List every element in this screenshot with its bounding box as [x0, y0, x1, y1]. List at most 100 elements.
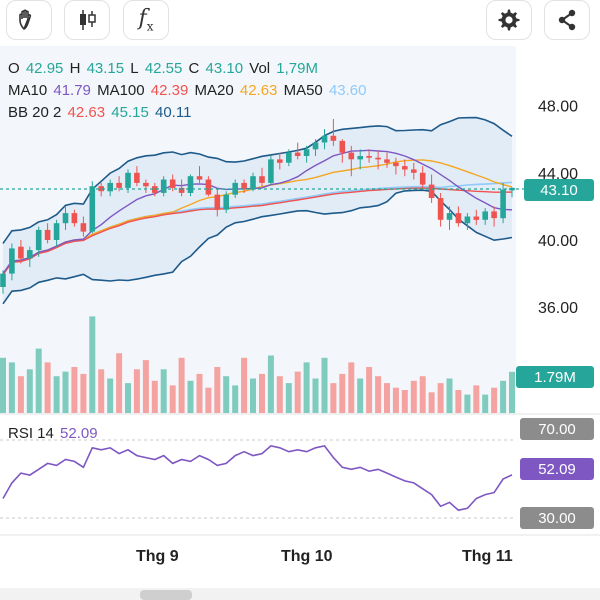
close-label: C	[188, 60, 200, 77]
volume-bar	[500, 380, 507, 413]
volume-bar	[133, 369, 140, 413]
rsi-upper-tag: 70.00	[520, 418, 594, 440]
ma10-line	[2, 149, 513, 275]
timeline-scroll-thumb[interactable]	[140, 590, 192, 600]
candle-body	[303, 149, 310, 156]
volume-bar	[250, 378, 256, 413]
chart-type-button[interactable]	[64, 0, 110, 40]
volume-bar	[35, 348, 42, 413]
ma50-value: 43.60	[328, 82, 367, 99]
price-tick: 36.00	[538, 300, 578, 317]
volume-bar	[178, 357, 185, 413]
candle-body	[375, 157, 381, 160]
rsi-line	[2, 445, 513, 512]
close-value: 43.10	[205, 60, 244, 77]
volume-bar	[17, 376, 24, 413]
volume-bar	[98, 369, 105, 413]
candle-body	[196, 176, 203, 180]
draw-tool-button[interactable]	[6, 0, 52, 40]
ma20-value: 42.63	[239, 82, 278, 99]
volume-bar	[8, 362, 15, 413]
candle-body	[89, 186, 96, 232]
candle-body	[143, 182, 149, 187]
ma100-line	[2, 187, 513, 276]
volume-bar	[339, 373, 346, 413]
volume-bar	[71, 367, 78, 413]
volume-bar	[241, 357, 248, 413]
volume-bar	[482, 394, 489, 413]
share-button[interactable]	[544, 0, 590, 40]
candle-body	[44, 229, 51, 240]
volume-bar	[26, 369, 33, 413]
candle-body	[393, 162, 399, 167]
volume-bar	[53, 376, 60, 413]
candle-body	[277, 159, 283, 163]
volume-bar	[464, 394, 471, 413]
volume-bar	[303, 362, 310, 413]
volume-bar	[142, 360, 149, 413]
ma10-value: 41.79	[53, 82, 91, 99]
candle-body	[286, 152, 292, 163]
timeline-scrollbar[interactable]	[0, 588, 600, 600]
candlesticks	[0, 119, 515, 294]
bollinger-mid-value: 42.63	[67, 104, 106, 121]
volume-bar	[375, 376, 382, 413]
candle-body	[53, 223, 60, 240]
volume-bar	[62, 371, 69, 413]
bollinger-legend: BB 20 2 42.63 45.15 40.11	[8, 104, 193, 121]
candle-body	[18, 246, 24, 259]
candle-body	[107, 182, 113, 192]
candle-body	[259, 176, 265, 183]
candle-body	[428, 184, 435, 198]
candlestick-icon	[80, 10, 96, 30]
rsi-value-tag: 52.09	[520, 458, 594, 480]
candle-body	[402, 166, 408, 170]
candle-body	[294, 152, 301, 156]
volume-bar	[116, 353, 123, 413]
candle-body	[27, 250, 33, 259]
candle-body	[71, 213, 78, 224]
volume-bar	[446, 378, 453, 413]
ma10-label: MA10	[8, 82, 48, 99]
candle-body	[500, 189, 506, 219]
volume-bar	[491, 387, 498, 413]
candle-body	[62, 213, 69, 224]
x-tick-label: Thg 10	[281, 548, 333, 565]
rsi-lower-tag: 30.00	[520, 507, 594, 529]
candle-body	[214, 194, 221, 210]
volume-bar	[267, 355, 274, 413]
volume-bar	[455, 390, 462, 413]
volume-bar	[401, 390, 408, 413]
volume-bar	[125, 383, 131, 413]
price-chart[interactable]: 48.00 44.00 40.00 36.00	[0, 46, 600, 588]
candle-body	[419, 172, 426, 185]
volume-bar	[437, 383, 444, 413]
volume-bar	[276, 376, 283, 413]
volume-bar	[384, 383, 390, 413]
price-tick: 40.00	[538, 233, 578, 250]
candle-body	[330, 135, 337, 141]
volume-bar	[107, 378, 114, 413]
volume-bar	[223, 376, 230, 413]
candle-body	[384, 159, 390, 163]
candle-body	[178, 187, 185, 193]
price-tick: 48.00	[538, 99, 578, 116]
last-price-tag: 43.10	[524, 179, 594, 201]
volume-bar	[0, 357, 6, 413]
ma-legend: MA10 41.79 MA100 42.39 MA20 42.63 MA50 4…	[8, 82, 368, 99]
volume-bar	[259, 373, 265, 413]
candle-body	[473, 216, 480, 220]
candle-body	[9, 248, 15, 274]
candle-body	[250, 176, 256, 190]
candle-body	[321, 135, 328, 143]
indicator-button[interactable]: fx	[123, 0, 169, 40]
volume-bar	[392, 387, 399, 413]
rsi-legend: RSI 14 52.09	[8, 425, 100, 442]
settings-button[interactable]	[486, 0, 532, 40]
volume-bar	[160, 369, 167, 413]
candle-body	[80, 223, 87, 232]
candle-body	[98, 186, 104, 192]
candle-body	[223, 194, 229, 210]
toolbar: fx	[0, 0, 600, 46]
volume-bar	[294, 371, 301, 413]
